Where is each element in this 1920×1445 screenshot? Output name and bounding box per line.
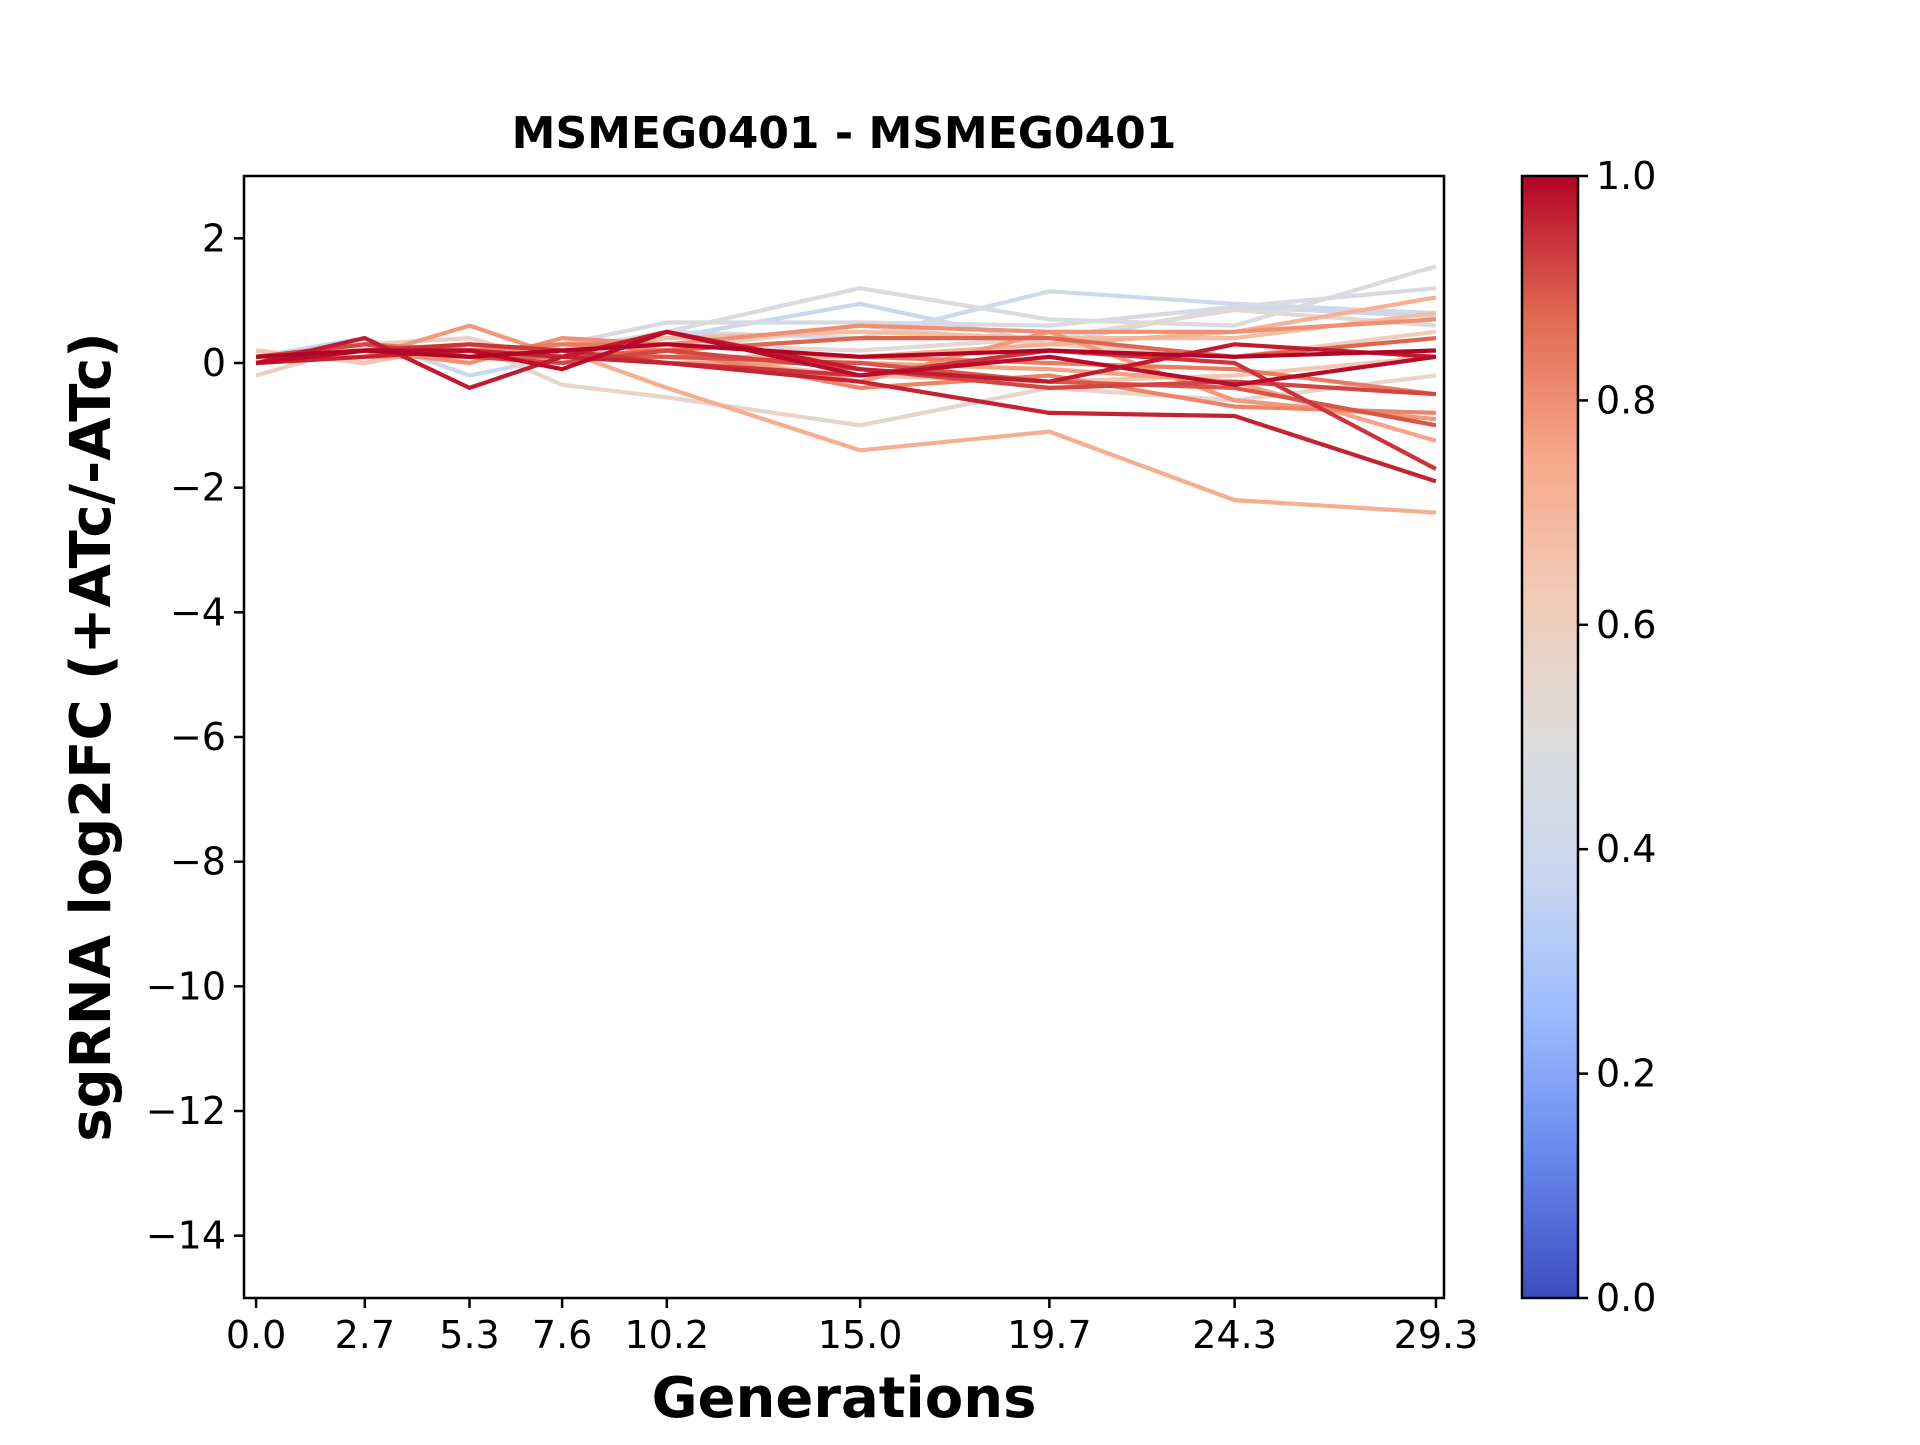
colorbar-tick-label: 0.2 — [1596, 1052, 1656, 1096]
y-ticks: 2 0 −2 −4 −6 −8 −10 −12 −14 — [146, 216, 244, 1258]
y-tick-label: −14 — [146, 1214, 226, 1258]
series-line-24 — [255, 342, 1436, 359]
x-tick-label: 0.0 — [226, 1313, 286, 1357]
colorbar-tick-label: 0.8 — [1596, 378, 1656, 422]
x-axis-title: Generations — [652, 1366, 1037, 1431]
colorbar-tick-label: 0.0 — [1596, 1276, 1656, 1320]
chart-title: MSMEG0401 - MSMEG0401 — [512, 108, 1177, 159]
y-tick-label: −10 — [146, 964, 226, 1008]
x-tick-label: 15.0 — [818, 1313, 903, 1357]
x-tick-label: 2.7 — [335, 1313, 395, 1357]
y-tick-label: −6 — [170, 715, 226, 759]
colorbar-tick-label: 0.6 — [1596, 603, 1656, 647]
y-tick-label: −4 — [170, 590, 226, 634]
x-tick-label: 7.6 — [532, 1313, 592, 1357]
y-tick-label: −12 — [146, 1089, 226, 1133]
x-tick-label: 19.7 — [1007, 1313, 1092, 1357]
x-tick-label: 24.3 — [1192, 1313, 1277, 1357]
x-tick-label: 5.3 — [439, 1313, 499, 1357]
y-axis-title: sgRNA log2FC (+ATc/-ATc) — [59, 332, 124, 1142]
y-tick-label: −2 — [170, 466, 226, 510]
colorbar — [1520, 174, 1580, 1300]
y-tick-label: 0 — [202, 341, 226, 385]
y-tick-label: 2 — [202, 216, 226, 260]
colorbar-ticks: 0.0 0.2 0.4 0.6 0.8 1.0 — [1578, 154, 1656, 1320]
x-tick-label: 10.2 — [625, 1313, 710, 1357]
colorbar-tick-label: 1.0 — [1596, 154, 1656, 198]
x-tick-label: 29.3 — [1394, 1313, 1479, 1357]
y-tick-label: −8 — [170, 840, 226, 884]
x-ticks: 0.0 2.7 5.3 7.6 10.2 15.0 19.7 24.3 29.3 — [226, 1298, 1478, 1357]
colorbar-tick-label: 0.4 — [1596, 827, 1656, 871]
series-layer — [255, 264, 1437, 515]
